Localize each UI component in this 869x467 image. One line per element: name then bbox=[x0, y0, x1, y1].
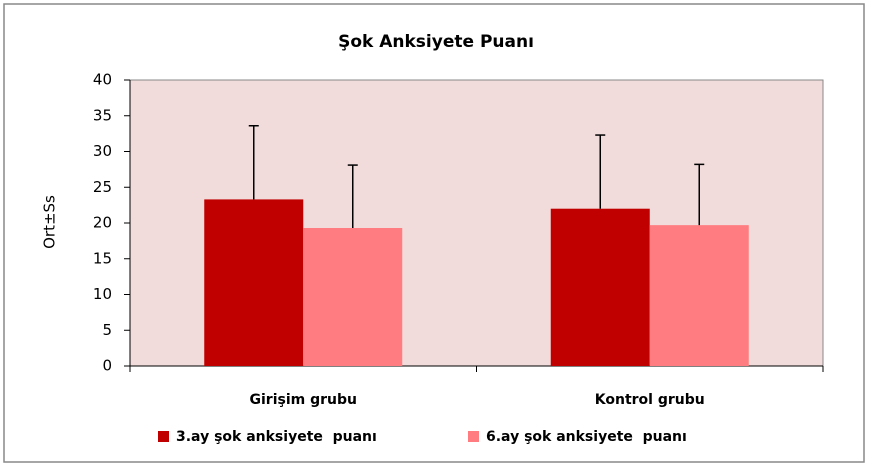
y-tick-label: 40 bbox=[93, 71, 112, 89]
y-tick-label: 15 bbox=[93, 249, 112, 267]
chart-title: Şok Anksiyete Puanı bbox=[338, 32, 534, 52]
y-tick-label: 30 bbox=[93, 142, 112, 160]
legend-label: 3.ay şok anksiyete puanı bbox=[176, 429, 377, 445]
x-tick-label: Kontrol grubu bbox=[595, 392, 705, 408]
y-tick-label: 35 bbox=[93, 106, 112, 124]
y-tick-label: 25 bbox=[93, 178, 112, 196]
y-tick-label: 0 bbox=[102, 357, 112, 375]
y-tick-label: 20 bbox=[93, 214, 112, 232]
bar bbox=[204, 199, 304, 366]
y-axis-label: Ort±Ss bbox=[41, 195, 59, 249]
legend-swatch bbox=[468, 431, 479, 442]
bar bbox=[303, 228, 403, 366]
bar bbox=[649, 225, 749, 366]
y-tick-label: 10 bbox=[93, 285, 112, 303]
y-tick-label: 5 bbox=[102, 321, 112, 339]
legend-label: 6.ay şok anksiyete puanı bbox=[486, 429, 687, 445]
bar bbox=[550, 208, 650, 366]
legend-swatch bbox=[158, 431, 169, 442]
x-tick-label: Girişim grubu bbox=[250, 392, 357, 408]
